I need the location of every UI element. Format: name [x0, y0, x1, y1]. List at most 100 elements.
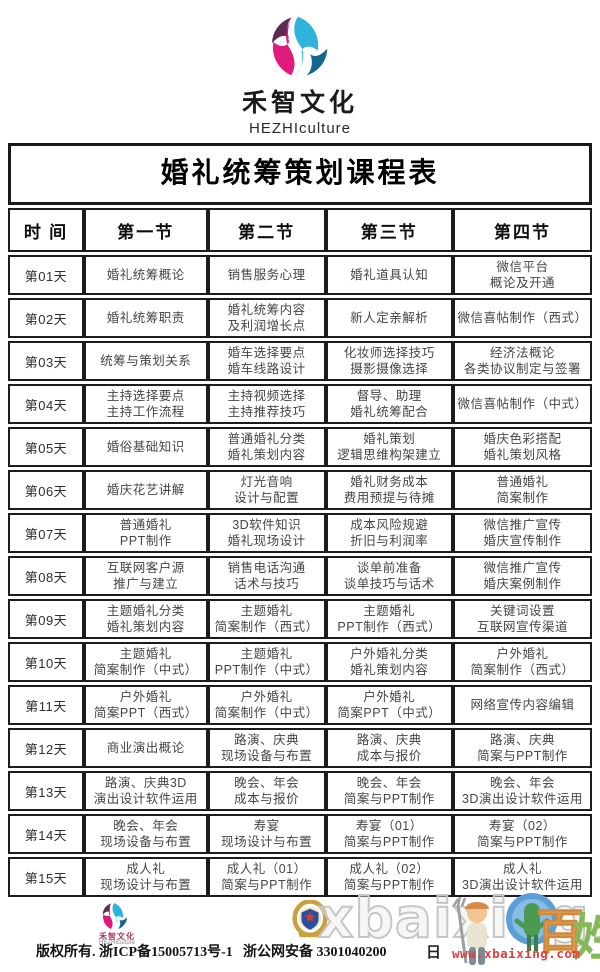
- lesson-cell-3: 督导、助理 婚礼统筹配合: [325, 384, 453, 424]
- lesson-cell-4: 寿宴（02） 简案与PPT制作: [452, 814, 592, 854]
- police-badge-icon: [292, 900, 328, 938]
- watermark-url-text: www.xbaixing.com: [452, 946, 581, 961]
- course-table-body: 第01天 婚礼统筹概论 销售服务心理 婚礼道具认知 微信平台 概论及开通 第02…: [8, 255, 592, 897]
- lesson-cell-2: 普通婚礼分类 婚礼策划内容: [207, 427, 326, 467]
- table-row: 第07天 普通婚礼 PPT制作 3D软件知识 婚礼现场设计 成本风险规避 折旧与…: [8, 513, 592, 553]
- lesson-cell-4: 户外婚礼 简案制作（西式）: [452, 642, 592, 682]
- icp-copyright-text: 版权所有. 浙ICP备15005713号-1: [36, 945, 233, 960]
- lesson-cell-1: 婚庆花艺讲解: [83, 470, 208, 510]
- day-cell: 第14天: [8, 814, 84, 854]
- lesson-cell-2: 3D软件知识 婚礼现场设计: [207, 513, 326, 553]
- lesson-cell-4: 微信平台 概论及开通: [452, 255, 592, 295]
- brand-name-cn: 禾智文化: [241, 89, 358, 117]
- lesson-cell-1: 互联网客户源 推广与建立: [83, 556, 208, 596]
- day-cell: 第11天: [8, 685, 84, 725]
- col-header-lesson2: 第二节: [207, 208, 326, 252]
- table-row: 第02天 婚礼统筹职责 婚礼统筹内容 及利润增长点 新人定亲解析 微信喜帖制作（…: [8, 298, 592, 338]
- table-row: 第14天 晚会、年会 现场设备与布置 寿宴 现场设计与布置 寿宴（01） 简案与…: [8, 814, 592, 854]
- table-row: 第01天 婚礼统筹概论 销售服务心理 婚礼道具认知 微信平台 概论及开通: [8, 255, 592, 295]
- day-cell: 第10天: [8, 642, 84, 682]
- lesson-cell-4: 微信推广宣传 婚庆宣传制作: [452, 513, 592, 553]
- security-record-text: 浙公网安备 3301040200: [243, 945, 387, 960]
- table-title: 婚礼统筹策划课程表: [8, 143, 592, 205]
- watermark-ri-char: 日: [426, 944, 442, 961]
- lesson-cell-1: 婚礼统筹职责: [83, 298, 208, 338]
- day-cell: 第12天: [8, 728, 84, 768]
- day-cell: 第05天: [8, 427, 84, 467]
- table-header-row: 时 间 第一节 第二节 第三节 第四节: [8, 208, 592, 252]
- lesson-cell-4: 普通婚礼 简案制作: [452, 470, 592, 510]
- lesson-cell-1: 成人礼 现场设计与布置: [83, 857, 208, 897]
- lesson-cell-2: 路演、庆典 现场设备与布置: [207, 728, 326, 768]
- table-row: 第09天 主题婚礼分类 婚礼策划内容 主题婚礼 简案制作（西式） 主题婚礼 PP…: [8, 599, 592, 639]
- footer-brand-cn: 禾智文化: [99, 932, 135, 941]
- lesson-cell-3: 路演、庆典 成本与报价: [325, 728, 453, 768]
- lesson-cell-3: 成人礼（02） 简案与PPT制作: [325, 857, 453, 897]
- table-row: 第15天 成人礼 现场设计与布置 成人礼（01） 简案与PPT制作 成人礼（02…: [8, 857, 592, 897]
- lesson-cell-4: 经济法概论 各类协议制定与签署: [452, 341, 592, 381]
- table-row: 第06天 婚庆花艺讲解 灯光音响 设计与配置 婚礼财务成本 费用预提与待摊 普通…: [8, 470, 592, 510]
- day-cell: 第04天: [8, 384, 84, 424]
- table-row: 第10天 主题婚礼 简案制作（中式） 主题婚礼 PPT制作（中式） 户外婚礼分类…: [8, 642, 592, 682]
- lesson-cell-2: 主题婚礼 PPT制作（中式）: [207, 642, 326, 682]
- lesson-cell-1: 户外婚礼 简案PPT（西式）: [83, 685, 208, 725]
- lesson-cell-3: 户外婚礼 简案PPT（中式）: [325, 685, 453, 725]
- lesson-cell-1: 商业演出概论: [83, 728, 208, 768]
- watermark-farmer-icon: [451, 897, 489, 965]
- lesson-cell-2: 婚礼统筹内容 及利润增长点: [207, 298, 326, 338]
- lesson-cell-4: 微信推广宣传 婚庆案例制作: [452, 556, 592, 596]
- lesson-cell-3: 婚礼策划 逻辑思维构架建立: [325, 427, 453, 467]
- col-header-lesson1: 第一节: [83, 208, 208, 252]
- lesson-cell-4: 婚庆色彩搭配 婚礼策划风格: [452, 427, 592, 467]
- lesson-cell-3: 谈单前准备 谈单技巧与话术: [325, 556, 453, 596]
- watermark-badge-icon: [506, 893, 558, 951]
- lesson-cell-4: 微信喜帖制作（西式）: [452, 298, 592, 338]
- lesson-cell-4: 成人礼 3D演出设计软件运用: [452, 857, 592, 897]
- lesson-cell-2: 销售服务心理: [207, 255, 326, 295]
- lesson-cell-3: 化妆师选择技巧 摄影摄像选择: [325, 341, 453, 381]
- lesson-cell-3: 婚礼道具认知: [325, 255, 453, 295]
- watermark-xing-char: 姓: [572, 910, 600, 966]
- lesson-cell-1: 晚会、年会 现场设备与布置: [83, 814, 208, 854]
- table-row: 第05天 婚俗基础知识 普通婚礼分类 婚礼策划内容 婚礼策划 逻辑思维构架建立 …: [8, 427, 592, 467]
- lesson-cell-1: 统筹与策划关系: [83, 341, 208, 381]
- day-cell: 第08天: [8, 556, 84, 596]
- day-cell: 第06天: [8, 470, 84, 510]
- footer-brand-en: HEZHIculture: [98, 940, 135, 946]
- day-cell: 第13天: [8, 771, 84, 811]
- col-header-time: 时 间: [8, 208, 84, 252]
- brand-name-en: HEZHIculture: [248, 120, 352, 137]
- watermark-bai-char: 百: [535, 906, 585, 960]
- lesson-cell-3: 晚会、年会 简案与PPT制作: [325, 771, 453, 811]
- col-header-lesson4: 第四节: [452, 208, 592, 252]
- hezhi-logo-icon: [272, 15, 328, 77]
- lesson-cell-2: 寿宴 现场设计与布置: [207, 814, 326, 854]
- lesson-cell-1: 主持选择要点 主持工作流程: [83, 384, 208, 424]
- table-row: 第08天 互联网客户源 推广与建立 销售电话沟通 话术与技巧 谈单前准备 谈单技…: [8, 556, 592, 596]
- day-cell: 第03天: [8, 341, 84, 381]
- table-row: 第03天 统筹与策划关系 婚车选择要点 婚车线路设计 化妆师选择技巧 摄影摄像选…: [8, 341, 592, 381]
- lesson-cell-2: 户外婚礼 简案制作（中式）: [207, 685, 326, 725]
- header-brand: 禾智文化 HEZHIculture: [0, 0, 600, 141]
- lesson-cell-4: 路演、庆典 简案与PPT制作: [452, 728, 592, 768]
- lesson-cell-2: 主题婚礼 简案制作（西式）: [207, 599, 326, 639]
- course-table: 婚礼统筹策划课程表 时 间 第一节 第二节 第三节 第四节 第01天 婚礼统筹概…: [8, 143, 592, 900]
- footer-logo-icon: [102, 902, 127, 930]
- lesson-cell-2: 晚会、年会 成本与报价: [207, 771, 326, 811]
- lesson-cell-4: 微信喜帖制作（中式）: [452, 384, 592, 424]
- lesson-cell-3: 主题婚礼 PPT制作（西式）: [325, 599, 453, 639]
- table-row: 第12天 商业演出概论 路演、庆典 现场设备与布置 路演、庆典 成本与报价 路演…: [8, 728, 592, 768]
- day-cell: 第07天: [8, 513, 84, 553]
- lesson-cell-3: 成本风险规避 折旧与利润率: [325, 513, 453, 553]
- table-row: 第11天 户外婚礼 简案PPT（西式） 户外婚礼 简案制作（中式） 户外婚礼 简…: [8, 685, 592, 725]
- lesson-cell-1: 婚礼统筹概论: [83, 255, 208, 295]
- table-row: 第04天 主持选择要点 主持工作流程 主持视频选择 主持推荐技巧 督导、助理 婚…: [8, 384, 592, 424]
- day-cell: 第09天: [8, 599, 84, 639]
- day-cell: 第15天: [8, 857, 84, 897]
- lesson-cell-1: 主题婚礼分类 婚礼策划内容: [83, 599, 208, 639]
- lesson-cell-3: 新人定亲解析: [325, 298, 453, 338]
- lesson-cell-1: 普通婚礼 PPT制作: [83, 513, 208, 553]
- lesson-cell-4: 关键词设置 互联网宣传渠道: [452, 599, 592, 639]
- lesson-cell-2: 销售电话沟通 话术与技巧: [207, 556, 326, 596]
